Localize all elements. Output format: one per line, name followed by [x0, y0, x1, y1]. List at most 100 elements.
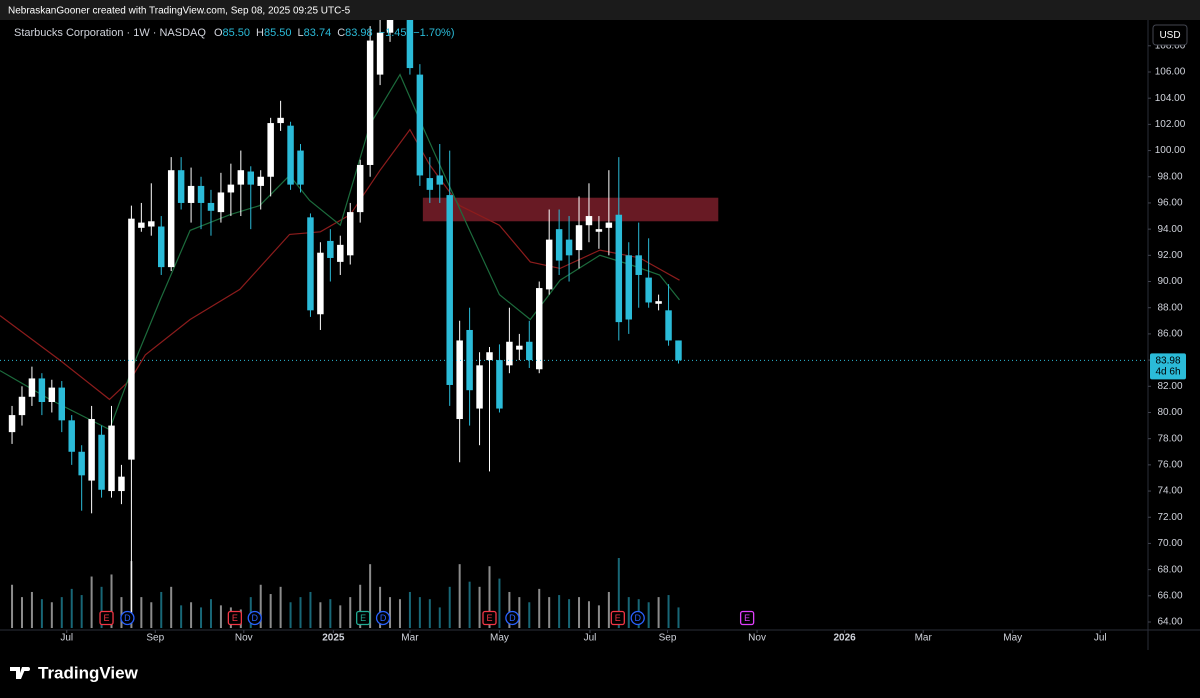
event-label: E	[104, 613, 110, 623]
candle-body	[516, 345, 523, 350]
event-marker	[375, 610, 391, 626]
volume-bar	[30, 591, 33, 628]
candle-body	[426, 178, 434, 190]
last-price-label: 83.98	[1155, 355, 1180, 366]
candle-body	[38, 378, 46, 403]
candle-body	[128, 218, 135, 460]
volume-bar	[279, 586, 282, 628]
volume-bar	[518, 597, 521, 628]
event-marker	[610, 610, 625, 626]
volume-bar	[508, 591, 511, 628]
volume-bar	[389, 597, 392, 628]
volume-bar	[269, 594, 272, 628]
volume-bar	[478, 586, 481, 628]
event-label: D	[251, 613, 258, 623]
volume-bar	[40, 599, 43, 628]
volume-bar	[190, 602, 193, 628]
candle-body	[446, 195, 453, 385]
volume-bar	[110, 574, 113, 628]
y-tick-label: 94.00	[1157, 224, 1182, 235]
candle-body	[177, 170, 185, 203]
legend-value: 85.50	[223, 27, 251, 39]
event-label: E	[232, 613, 238, 623]
candle-body	[217, 192, 225, 213]
y-tick-label: 80.00	[1157, 407, 1182, 418]
event-label: D	[509, 613, 516, 623]
volume-bar	[90, 576, 93, 628]
candle-body	[148, 221, 155, 227]
y-tick-label: 108.00	[1155, 40, 1186, 51]
candle-body	[585, 216, 593, 226]
volume-bar	[160, 591, 163, 628]
legend-key: C	[337, 27, 345, 39]
legend-key: O	[214, 27, 223, 39]
event-label: D	[380, 613, 387, 623]
volume-bar	[140, 597, 143, 628]
volume-bar	[339, 605, 342, 628]
volume-bar	[200, 607, 203, 628]
legend: Starbucks Corporation · 1W · NASDAQ O85.5…	[14, 27, 455, 39]
axes: 64.00 66.00 68.00 70.00 72.00 74.00 76.00 78.00…	[0, 20, 1200, 650]
volume-bar	[398, 599, 401, 628]
candle-body	[555, 229, 563, 261]
candle-body	[645, 277, 652, 303]
volume-bar	[309, 591, 312, 628]
candle-body	[237, 170, 245, 185]
candle-body	[356, 164, 364, 213]
event-label: D	[124, 613, 131, 623]
candle-body	[98, 434, 105, 490]
y-tick-label: 104.00	[1155, 93, 1186, 104]
volume-bar	[259, 584, 262, 628]
candle-body	[68, 420, 75, 452]
candle-body	[526, 341, 533, 361]
candle-body	[675, 340, 682, 361]
last-price-box	[1150, 353, 1186, 380]
candle-body	[277, 117, 284, 124]
x-tick-label: Mar	[401, 633, 419, 644]
x-tick-label: Sep	[146, 633, 164, 644]
y-tick-label: 100.00	[1155, 145, 1186, 156]
volume-bar	[488, 566, 491, 628]
volume-bar	[538, 588, 541, 628]
x-tick-label: Mar	[915, 633, 933, 644]
volume-bar	[289, 602, 292, 628]
candle-body	[565, 239, 573, 256]
volume-bar	[667, 595, 670, 628]
x-tick-label: May	[490, 633, 509, 644]
y-tick-label: 98.00	[1157, 171, 1182, 182]
y-tick-label: 66.00	[1157, 590, 1182, 601]
candle-body	[575, 225, 583, 251]
countdown-label: 4d 6h	[1155, 366, 1180, 377]
y-tick-label: 86.00	[1157, 329, 1182, 340]
header-bar	[0, 0, 1200, 20]
candle-body	[118, 476, 125, 492]
event-marker	[99, 610, 114, 626]
y-tick-label: 106.00	[1155, 67, 1186, 78]
volume-bar	[677, 607, 680, 628]
candle-body	[307, 217, 314, 311]
candle-body	[436, 175, 443, 185]
legend-value: 83.74	[304, 27, 332, 39]
candle-body	[158, 226, 165, 268]
candle-body	[595, 229, 603, 232]
volume-bar	[657, 597, 660, 628]
legend-value: 85.50	[264, 27, 292, 39]
event-label: D	[634, 613, 641, 623]
candle-body	[605, 222, 613, 228]
candle-body	[615, 214, 623, 323]
candle-body	[635, 255, 642, 275]
candle-body	[655, 301, 662, 304]
volume-bar	[100, 586, 103, 628]
candle-body	[366, 40, 374, 165]
volume-bar	[418, 597, 421, 628]
candle-body	[317, 252, 324, 315]
candle-body	[536, 288, 543, 370]
volume-bar	[20, 597, 23, 628]
volume-bar	[528, 602, 531, 628]
legend-key: H	[256, 27, 264, 39]
volume-bar	[299, 597, 302, 628]
candle-body	[456, 340, 463, 420]
currency-button[interactable]	[1152, 24, 1188, 46]
candle-body	[257, 176, 264, 186]
x-tick-label: Sep	[659, 633, 677, 644]
